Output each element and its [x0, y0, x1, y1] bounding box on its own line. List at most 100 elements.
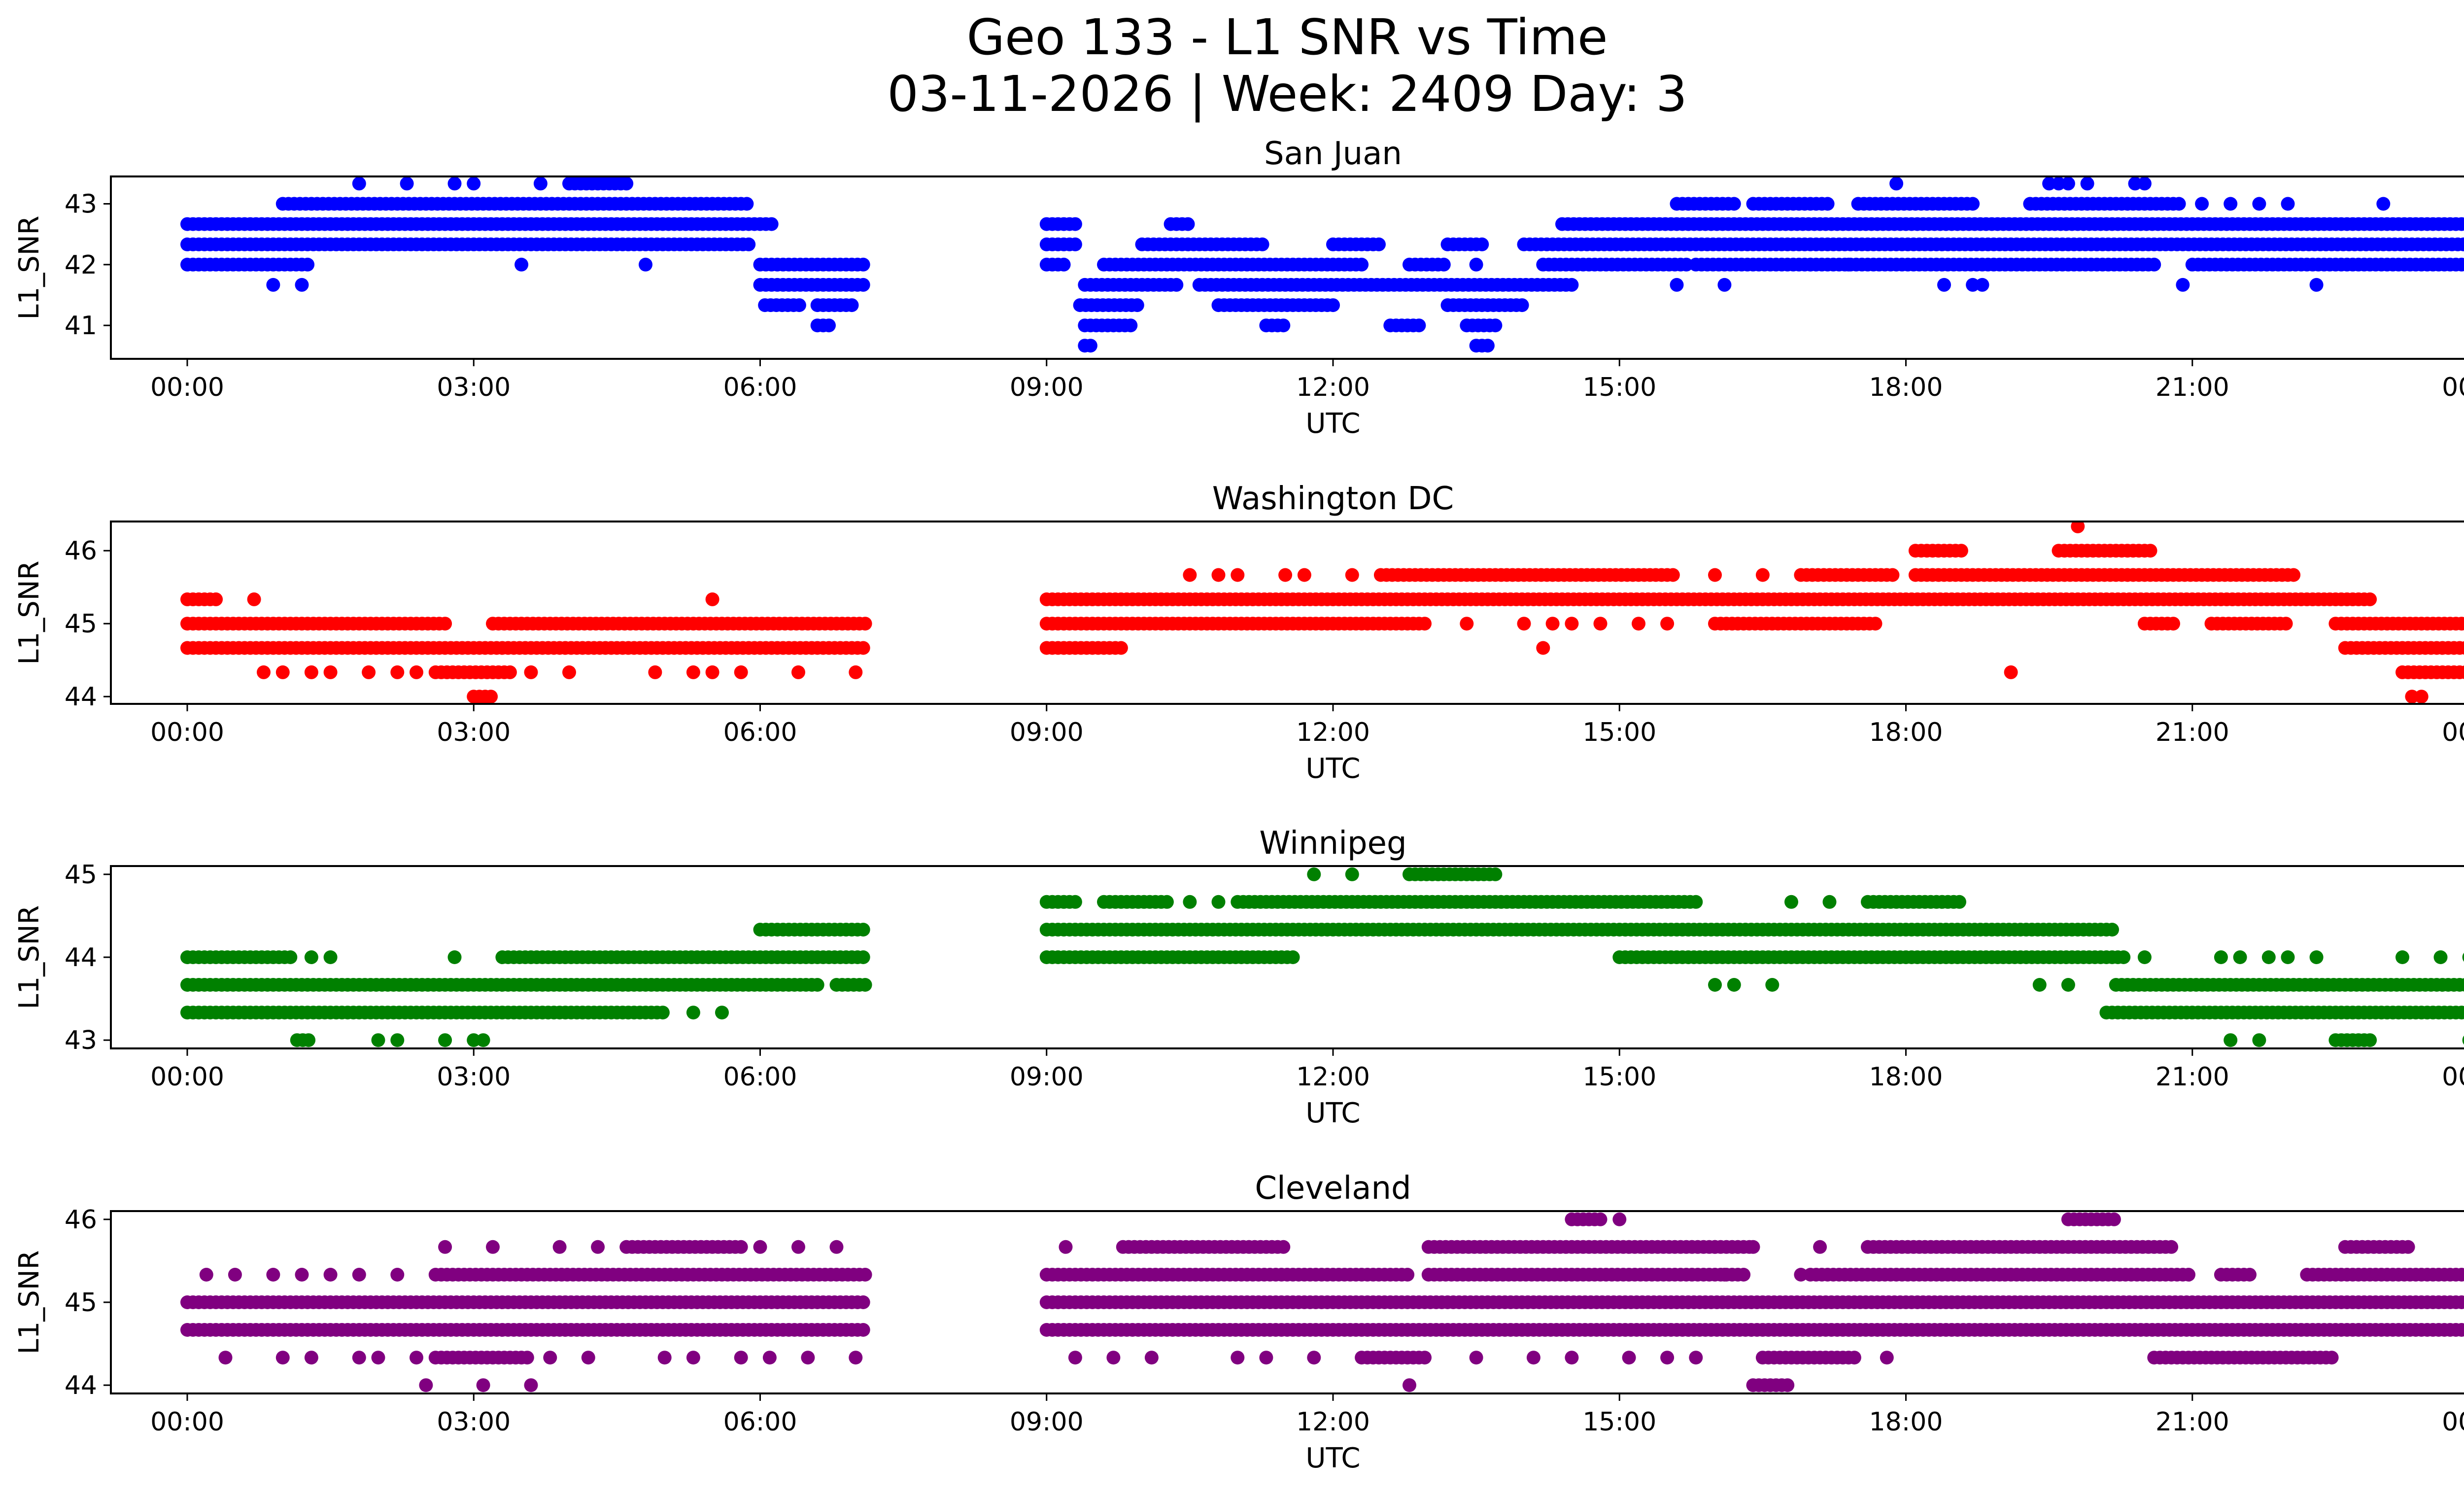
data-point: [486, 1240, 500, 1254]
panel-washington-dc: Washington DC 00:00 03:00 06:00 09:00 12:00 15…: [13, 481, 2464, 785]
data-point: [1794, 1268, 1808, 1282]
data-point: [648, 665, 662, 679]
data-point: [856, 950, 870, 964]
data-point: [1255, 237, 1269, 251]
data-point: [1297, 568, 1311, 582]
x-tick-label: 03:00: [437, 1062, 511, 1092]
data-point: [552, 1240, 567, 1254]
series-san-juan: [180, 176, 2464, 353]
data-point: [791, 665, 805, 679]
data-point: [1670, 278, 1684, 292]
data-point: [1068, 237, 1082, 251]
data-point: [2279, 617, 2293, 631]
data-point: [686, 665, 700, 679]
data-point: [1326, 298, 1340, 313]
x-tick-label: 06:00: [723, 1062, 797, 1092]
data-point: [2128, 176, 2142, 191]
data-point: [1660, 617, 1675, 631]
data-point: [218, 1351, 233, 1365]
data-point: [447, 950, 462, 964]
data-point: [1515, 298, 1529, 313]
data-point: [1355, 257, 1369, 272]
data-point: [1847, 1351, 1861, 1365]
x-tick-label: 18:00: [1869, 1407, 1943, 1437]
data-point: [1666, 568, 1680, 582]
data-point: [2224, 197, 2238, 211]
y-tick-label: 44: [65, 1371, 97, 1400]
data-point: [438, 617, 452, 631]
data-point: [2460, 258, 2464, 271]
x-tick-label: 18:00: [1869, 373, 1943, 402]
data-point: [1937, 278, 1951, 292]
x-tick-label: 06:00: [723, 718, 797, 747]
data-point: [543, 1351, 557, 1365]
y-tick-label: 43: [65, 1026, 97, 1055]
data-point: [2433, 950, 2448, 964]
data-point: [1124, 318, 1138, 333]
data-point: [323, 950, 338, 964]
data-point: [2458, 978, 2464, 992]
data-point: [655, 1006, 670, 1020]
data-point: [715, 1006, 729, 1020]
data-point: [1708, 568, 1722, 582]
y-tick-label: 46: [65, 1205, 97, 1235]
data-point: [1181, 217, 1195, 231]
data-point: [410, 1351, 423, 1365]
data-point: [476, 1033, 490, 1047]
data-point: [1211, 895, 1226, 909]
data-point: [1469, 257, 1483, 272]
data-point: [283, 950, 298, 964]
chart-title-line1: Geo 133 - L1 SNR vs Time: [967, 8, 1608, 66]
data-point: [362, 665, 376, 679]
data-point: [1114, 641, 1128, 655]
data-point: [2004, 665, 2018, 679]
data-point: [742, 237, 756, 251]
data-point: [275, 1351, 290, 1365]
data-point: [1717, 278, 1732, 292]
data-point: [1068, 1351, 1082, 1365]
data-point: [2252, 1033, 2266, 1047]
x-tick-label: 12:00: [1296, 373, 1370, 402]
data-point: [2137, 950, 2152, 964]
data-point: [856, 257, 870, 272]
data-point: [1737, 1268, 1751, 1282]
series-washington-dc: [180, 522, 2464, 704]
x-tick-label: 00:00: [150, 1407, 224, 1437]
data-point: [1765, 978, 1780, 992]
data-point: [2166, 617, 2180, 631]
x-tick-label: 00:00: [150, 373, 224, 402]
x-tick-label: 12:00: [1296, 718, 1370, 747]
data-point: [301, 257, 315, 272]
data-point: [228, 1268, 242, 1282]
data-point: [1059, 1240, 1073, 1254]
data-point: [686, 1351, 700, 1365]
data-point: [1727, 978, 1741, 992]
y-axis-label: L1_SNR: [13, 1250, 45, 1354]
data-point: [1276, 318, 1291, 333]
data-point: [1885, 568, 1900, 582]
series-cleveland: [180, 1212, 2464, 1392]
panel-title-winnipeg: Winnipeg: [1259, 825, 1406, 862]
data-point: [2414, 690, 2429, 704]
data-point: [1183, 568, 1197, 582]
data-point: [2176, 278, 2190, 292]
data-point: [400, 176, 414, 191]
data-point: [2080, 176, 2094, 191]
data-point: [467, 1033, 481, 1047]
data-point: [1820, 197, 1835, 211]
x-tick-label: 06:00: [723, 1407, 797, 1437]
data-point: [856, 641, 870, 655]
x-axis-label: UTC: [1305, 753, 1360, 785]
data-point: [734, 1240, 748, 1254]
data-point: [1401, 1268, 1415, 1282]
x-tick-label: 15:00: [1582, 1062, 1656, 1092]
y-tick-label: 44: [65, 682, 97, 712]
data-point: [1106, 1351, 1121, 1365]
data-point: [1418, 617, 1432, 631]
data-point: [856, 923, 870, 937]
data-point: [845, 298, 859, 313]
y-tick-label: 44: [65, 943, 97, 973]
data-point: [1679, 257, 1693, 272]
data-point: [410, 665, 423, 679]
data-point: [1889, 176, 1904, 191]
